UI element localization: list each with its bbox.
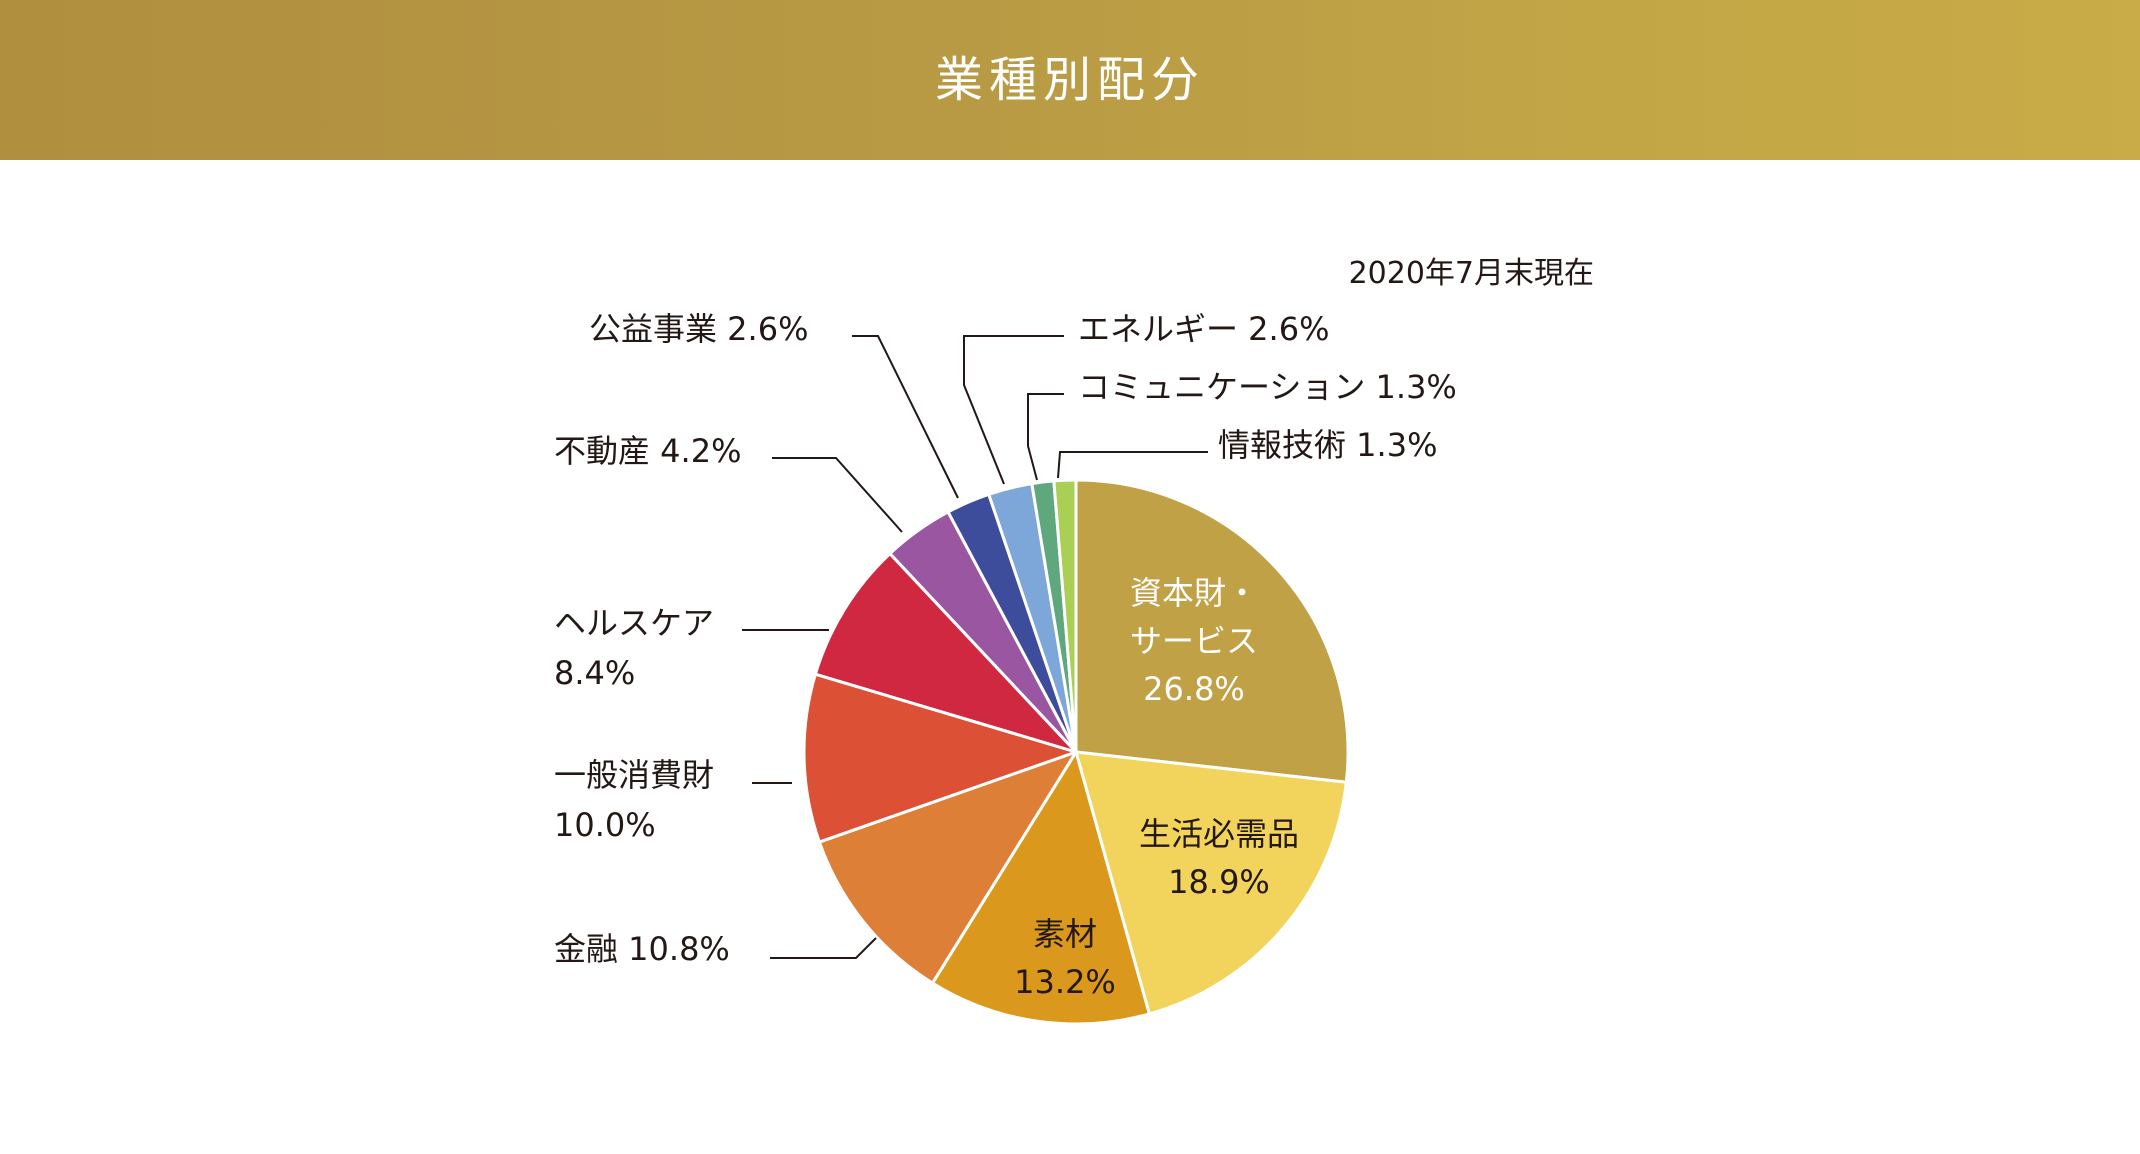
- slice-value-3: 13.2%: [1014, 963, 1116, 1001]
- header-banner: 業種別配分: [0, 0, 2140, 160]
- page-title: 業種別配分: [934, 52, 1205, 108]
- slice-label-5: 一般消費財: [554, 756, 714, 794]
- leader-lines: [742, 335, 1208, 959]
- slice-label-3: 素材: [1033, 915, 1097, 953]
- slice-labels: 資本財・サービス 26.8% 生活必需品 18.9% 素材 13.2% 金融 10.8% 一般…: [554, 310, 1457, 1001]
- leader-line-9: [963, 335, 1064, 485]
- slice-label-10: コミュニケーション 1.3%: [1078, 368, 1457, 406]
- pie-slice-2: [1074, 750, 1348, 1016]
- pie-slice-1: [1074, 478, 1350, 784]
- slice-value-6: 8.4%: [554, 654, 635, 692]
- leader-line-7: [772, 457, 903, 533]
- leader-line-10: [1027, 393, 1064, 481]
- pie-slice-4: [817, 750, 1078, 985]
- slice-label-1: 資本財・: [1130, 574, 1258, 612]
- slice-label-9: エネルギー 2.6%: [1078, 310, 1329, 348]
- slice-label-2: 生活必需品: [1139, 815, 1299, 853]
- leader-line-4: [770, 937, 877, 959]
- slice-label-6: ヘルスケア: [554, 604, 714, 642]
- pie-slice-5: [802, 672, 1078, 844]
- as-of-date: 2020年7月末現在: [1349, 256, 1594, 291]
- slice-label-8: 公益事業 2.6%: [589, 310, 808, 348]
- pie-slice-6: [813, 552, 1078, 754]
- slice-label-4: 金融 10.8%: [554, 930, 730, 968]
- slice-label-7: 不動産 4.2%: [554, 432, 741, 470]
- slice-value-2: 18.9%: [1168, 863, 1270, 901]
- leader-line-8: [852, 335, 959, 499]
- pie-slice-11: [1052, 478, 1078, 754]
- leader-line-11: [1057, 451, 1208, 479]
- slice-label-11: 情報技術 1.3%: [1218, 426, 1437, 464]
- slice-value-5: 10.0%: [554, 806, 656, 844]
- pie-slices: [802, 478, 1350, 1026]
- slice-label-1: サービス: [1130, 622, 1258, 660]
- pie-slice-3: [931, 750, 1151, 1026]
- slice-value-1: 26.8%: [1143, 670, 1245, 708]
